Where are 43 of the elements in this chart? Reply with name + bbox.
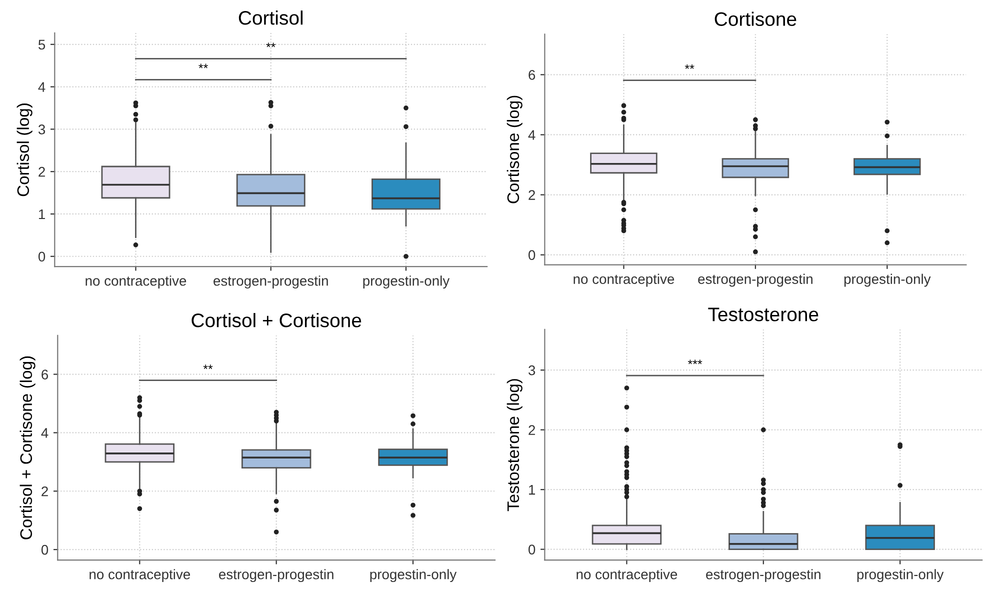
annotation: **: [266, 42, 276, 48]
y-axis-title: Cortisol (log): [16, 104, 32, 196]
x-tick-label: no contraceptive: [86, 276, 186, 289]
chart-title: Cortisol + Cortisone: [192, 313, 362, 328]
y-tick-label: 1: [38, 209, 45, 220]
x-tick-label: no contraceptive: [576, 569, 678, 582]
y-tick-label: 2: [38, 166, 45, 177]
y-tick-label: 4: [38, 82, 46, 92]
y-tick-label: 2: [528, 425, 535, 435]
x-tick-label: estrogen-progestin: [706, 569, 820, 582]
y-axis-title: Testosterone (log): [506, 379, 522, 512]
chart-title: Testosterone: [708, 308, 818, 322]
y-tick-label: 4: [41, 428, 48, 438]
x-tick-label: estrogen-progestin: [214, 276, 328, 289]
annotation: **: [198, 64, 208, 68]
y-tick-label: 0: [41, 544, 48, 555]
x-tick-label: progestin-only: [363, 276, 450, 289]
y-tick-label: 6: [42, 370, 48, 380]
annotation: **: [203, 364, 213, 370]
y-tick-label: 5: [38, 40, 46, 50]
y-tick-label: 6: [528, 70, 536, 80]
x-tick-label: no contraceptive: [90, 569, 190, 582]
y-axis-title: Cortisol + Cortisone (log): [20, 356, 36, 540]
x-tick-label: no contraceptive: [574, 274, 674, 287]
x-tick-label: progestin-only: [857, 569, 944, 582]
y-tick-label: 2: [42, 486, 48, 496]
y-tick-label: 0: [38, 252, 46, 262]
y-tick-label: 1: [529, 485, 536, 495]
annotation: **: [684, 64, 694, 69]
y-tick-label: 3: [528, 365, 536, 376]
x-tick-label: progestin-only: [844, 274, 931, 287]
chart-title: Cortisol: [238, 10, 303, 25]
y-axis-title: Cortisone (log): [506, 96, 522, 204]
chart-title: Cortisone: [714, 12, 796, 26]
y-tick-label: 2: [528, 190, 535, 200]
annotation: ***: [688, 360, 702, 364]
x-tick-label: progestin-only: [370, 569, 457, 582]
y-tick-label: 4: [528, 130, 536, 140]
y-tick-label: 3: [38, 124, 46, 134]
x-tick-label: estrogen-progestin: [219, 569, 334, 582]
x-tick-label: estrogen-progestin: [698, 274, 812, 287]
y-tick-label: 0: [528, 250, 536, 260]
y-tick-label: 0: [528, 544, 536, 554]
